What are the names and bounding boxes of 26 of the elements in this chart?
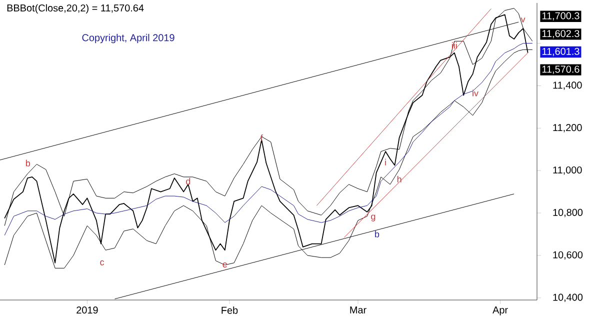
x-tick-label: Apr — [492, 306, 508, 316]
annotation: BBBot(Close,20,2) = 11,570.64 — [7, 4, 144, 14]
annotation: c — [100, 260, 104, 266]
annotation: g — [371, 214, 376, 222]
annotation: d — [186, 178, 190, 184]
annotation: v — [520, 18, 526, 22]
x-tick-label: Feb — [222, 306, 238, 314]
x-tick-label: Mar — [350, 306, 366, 314]
x-tick-label: 2019 — [76, 306, 98, 314]
y-tick-label: 11,000 — [553, 166, 582, 175]
text: 11,602.3 — [542, 30, 580, 38]
annotation: f — [260, 134, 263, 141]
annotation: i — [385, 158, 386, 166]
annotation: b — [26, 160, 30, 166]
y-tick-label: 10,800 — [553, 208, 583, 218]
annotation: b — [375, 230, 380, 238]
y-tick-label: 11,200 — [553, 124, 582, 132]
y-tick-label: 10,600 — [553, 251, 583, 260]
annotation: h — [397, 176, 402, 182]
text: 11,570.6 — [542, 66, 580, 74]
annotation: iv — [472, 90, 478, 96]
text: 11,601.3 — [542, 48, 580, 56]
text: 11,700.3 — [542, 12, 580, 20]
y-tick-label: 11,400 — [553, 82, 582, 90]
annotation: Copyright, April 2019 — [82, 34, 174, 44]
y-tick-label: 10,400 — [553, 294, 583, 302]
